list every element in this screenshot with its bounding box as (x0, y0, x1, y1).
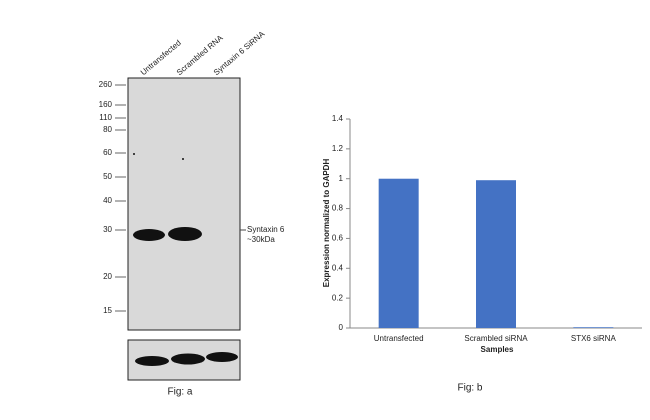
marker-label: 30 (103, 225, 112, 234)
marker-label: 80 (103, 125, 112, 134)
band-label: Syntaxin 6 (247, 225, 285, 234)
blot-band (133, 229, 165, 241)
marker-label: 50 (103, 172, 112, 181)
caption: Fig: a (167, 387, 192, 398)
band-label: ~30kDa (247, 235, 275, 244)
marker-label: 20 (103, 272, 112, 281)
bar (573, 327, 614, 328)
bar (476, 180, 516, 328)
blot-panel (127, 77, 241, 331)
y-tick-label: 1.2 (332, 144, 344, 153)
marker-label: 40 (103, 196, 112, 205)
blot-band (206, 352, 238, 362)
blot-spot (182, 158, 184, 160)
y-tick-label: 1 (339, 174, 344, 183)
x-axis-label: Samples (481, 345, 514, 354)
y-tick-label: 0.4 (332, 263, 344, 272)
y-tick-label: 0.6 (332, 234, 344, 243)
blot-band (135, 356, 169, 366)
blot-band (168, 227, 202, 241)
y-tick-label: 0.8 (332, 204, 344, 213)
blot-spot (133, 153, 135, 155)
marker-label: 15 (103, 306, 112, 315)
blot-band (171, 353, 205, 365)
marker-label: 60 (103, 148, 112, 157)
x-tick-label: Scrambled siRNA (464, 334, 528, 343)
x-tick-label: STX6 siRNA (571, 334, 617, 343)
bar (378, 178, 419, 328)
marker-label: 160 (99, 100, 113, 109)
caption: Fig: b (457, 383, 482, 394)
x-tick-label: Untransfected (374, 334, 424, 343)
marker-label: 260 (99, 80, 113, 89)
y-axis-label: Expression normalized to GAPDH (322, 159, 331, 288)
y-tick-label: 1.4 (332, 114, 344, 123)
y-tick-label: 0 (339, 323, 344, 332)
marker-label: 110 (99, 113, 112, 122)
y-tick-label: 0.2 (332, 293, 344, 302)
